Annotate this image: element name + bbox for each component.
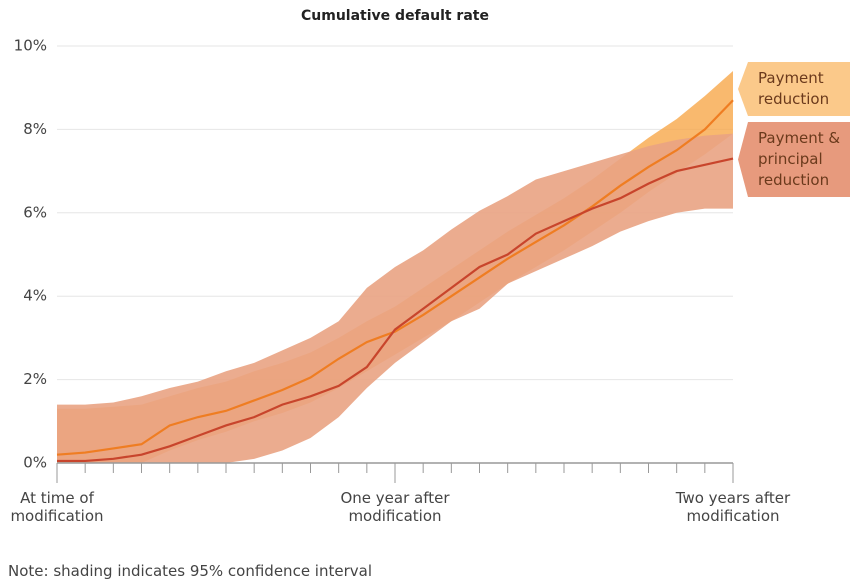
- y-tick-label: 10%: [14, 37, 47, 55]
- y-tick-label: 0%: [23, 454, 47, 472]
- legend-entry: Payment reduction: [738, 62, 850, 116]
- note: Note: shading indicates 95% confidence i…: [8, 562, 372, 580]
- y-tick-label: 6%: [23, 203, 47, 221]
- x-tick-label: At time of modification: [10, 489, 104, 525]
- y-tick-label: 2%: [23, 370, 47, 388]
- x-tick-label: One year after modification: [340, 489, 450, 525]
- x-tick-label: Two years after modification: [675, 489, 791, 525]
- y-tick-label: 8%: [23, 120, 47, 138]
- confidence-band: [57, 133, 733, 463]
- chart-title: Cumulative default rate: [301, 8, 489, 24]
- series-line: [57, 157, 734, 463]
- series-line: [56, 99, 734, 456]
- y-tick-label: 4%: [23, 287, 47, 305]
- legend-entry: Payment & principal reduction: [738, 122, 850, 197]
